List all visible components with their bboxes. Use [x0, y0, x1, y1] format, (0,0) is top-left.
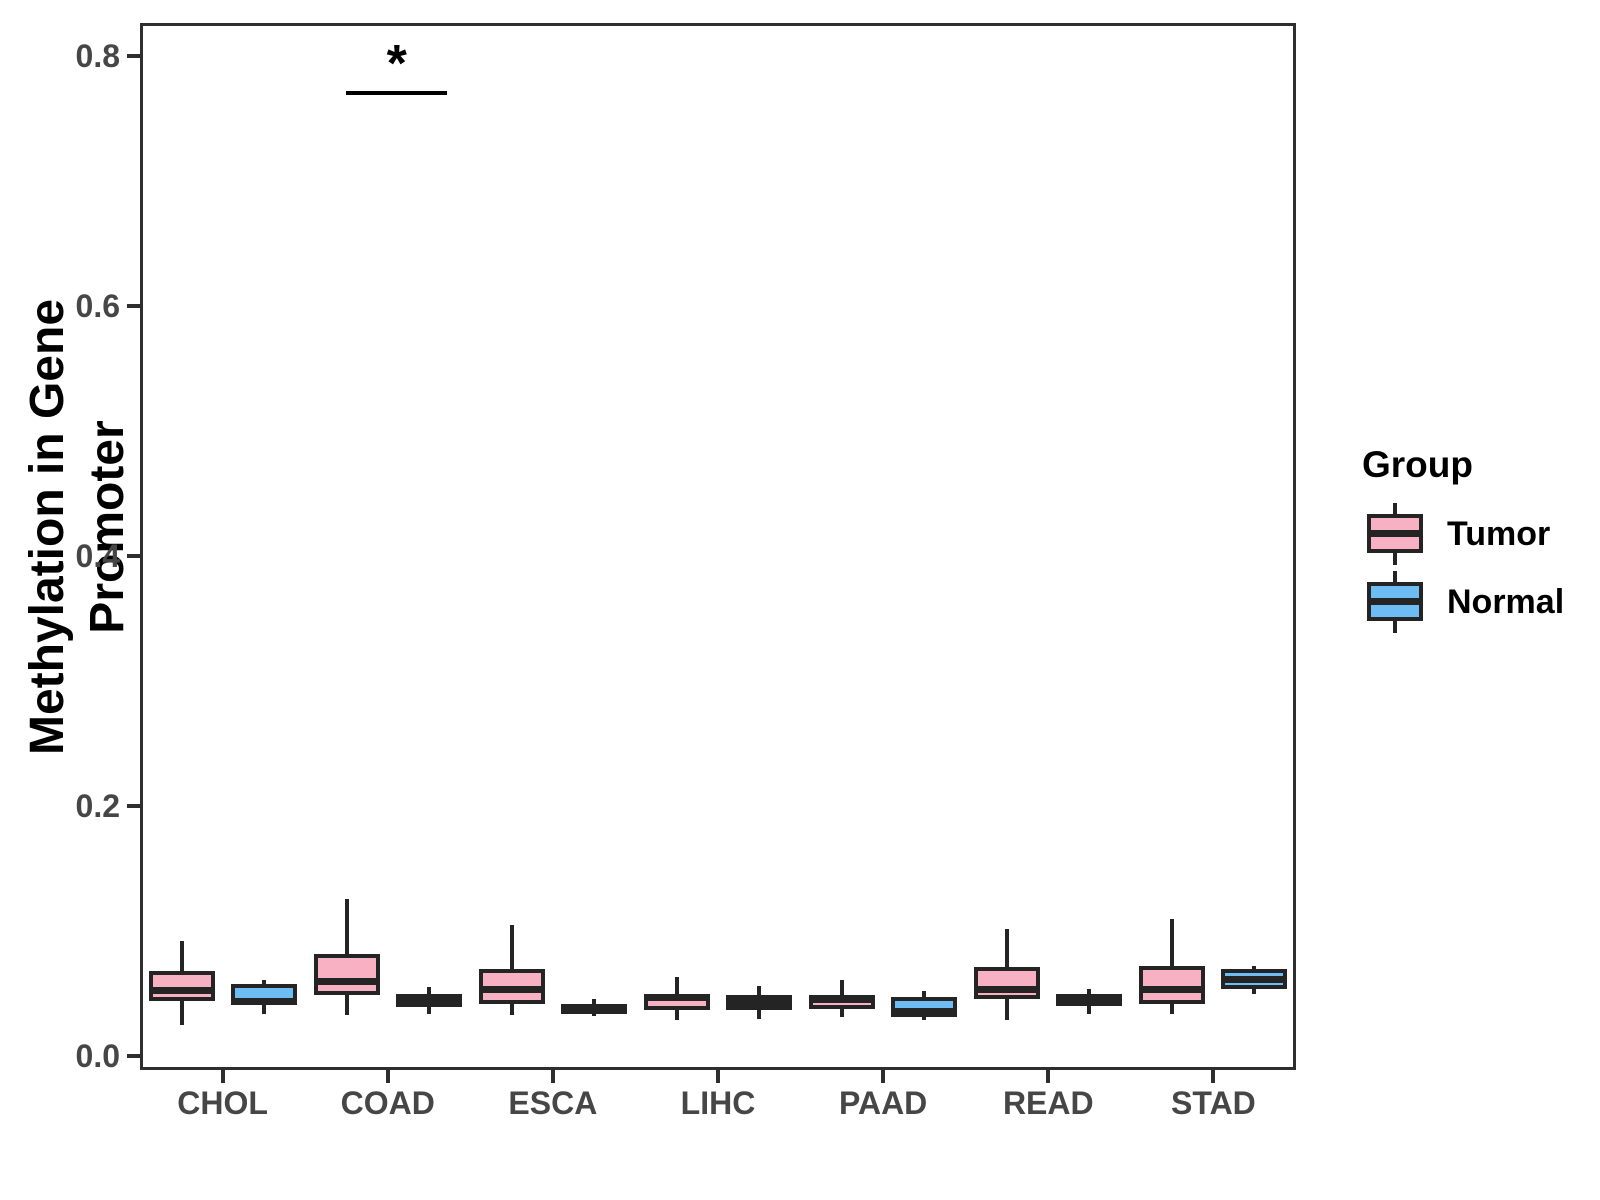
whisker-lower-READ-Tumor [1005, 998, 1010, 1020]
median-line-CHOL-Normal [230, 998, 297, 1005]
whisker-lower-READ-Normal [1087, 1006, 1092, 1014]
median-line-STAD-Tumor [1139, 985, 1206, 993]
y-tick-mark [127, 304, 140, 308]
box-STAD-Tumor [1139, 966, 1206, 1004]
x-tick-mark [1046, 1070, 1051, 1083]
whisker-lower-ESCA-Normal [591, 1013, 596, 1016]
whisker-upper-ESCA-Tumor [509, 924, 514, 969]
y-tick-label: 0.6 [75, 288, 120, 324]
whisker-upper-CHOL-Tumor [179, 941, 184, 971]
whisker-upper-PAAD-Tumor [840, 979, 845, 995]
whisker-lower-CHOL-Tumor [179, 1001, 184, 1025]
whisker-lower-PAAD-Normal [922, 1017, 927, 1020]
whisker-lower-LIHC-Tumor [675, 1009, 679, 1020]
y-tick-label: 0.0 [75, 1038, 120, 1074]
whisker-upper-COAD-Tumor [344, 898, 349, 954]
median-line-STAD-Normal [1221, 975, 1288, 983]
box-COAD-Tumor [313, 953, 380, 995]
legend-key-median-Normal [1369, 598, 1421, 605]
significance-bar-COAD [345, 91, 447, 95]
x-tick-mark [881, 1070, 886, 1083]
median-line-PAAD-Normal [891, 1008, 958, 1015]
whisker-upper-READ-Normal [1087, 988, 1092, 994]
whisker-upper-LIHC-Normal [757, 986, 761, 995]
y-tick-mark [127, 804, 140, 808]
whisker-lower-LIHC-Normal [757, 1009, 761, 1019]
legend-key-median-Tumor [1369, 530, 1421, 537]
significance-star-COAD: * [386, 35, 407, 93]
whisker-lower-COAD-Normal [426, 1007, 431, 1014]
x-tick-label-LIHC: LIHC [680, 1085, 756, 1121]
x-tick-mark [550, 1070, 555, 1083]
median-line-READ-Tumor [974, 985, 1041, 993]
median-line-CHOL-Tumor [148, 986, 215, 994]
y-tick-mark [127, 554, 140, 558]
median-line-READ-Normal [1056, 998, 1123, 1005]
whisker-upper-READ-Tumor [1005, 928, 1010, 968]
x-tick-mark [220, 1070, 225, 1083]
whisker-upper-CHOL-Normal [261, 979, 266, 984]
whisker-upper-LIHC-Tumor [675, 977, 679, 994]
median-line-LIHC-Tumor [644, 994, 710, 1002]
median-line-PAAD-Tumor [809, 995, 876, 1003]
x-tick-label-COAD: COAD [340, 1085, 435, 1121]
x-tick-mark [1211, 1070, 1216, 1083]
plot-panel [140, 23, 1296, 1070]
whisker-upper-STAD-Normal [1252, 966, 1257, 969]
whisker-lower-ESCA-Tumor [509, 1003, 514, 1015]
legend-label-Tumor: Tumor [1447, 515, 1551, 553]
median-line-LIHC-Normal [726, 999, 792, 1007]
x-tick-label-STAD: STAD [1171, 1085, 1256, 1121]
median-line-ESCA-Tumor [478, 985, 545, 993]
x-tick-mark [385, 1070, 390, 1083]
median-line-COAD-Normal [395, 998, 462, 1005]
x-tick-mark [716, 1070, 720, 1083]
median-line-COAD-Tumor [313, 978, 380, 985]
whisker-upper-ESCA-Normal [591, 998, 596, 1004]
whisker-lower-PAAD-Tumor [840, 1008, 845, 1018]
x-tick-label-ESCA: ESCA [508, 1085, 598, 1121]
x-tick-label-READ: READ [1002, 1085, 1094, 1121]
legend-label-Normal: Normal [1447, 583, 1565, 621]
y-tick-label: 0.2 [75, 788, 120, 824]
whisker-upper-STAD-Tumor [1170, 918, 1175, 966]
x-tick-label-CHOL: CHOL [177, 1085, 268, 1121]
box-CHOL-Tumor [148, 971, 215, 1001]
whisker-upper-PAAD-Normal [922, 991, 927, 998]
y-tick-label: 0.4 [75, 538, 120, 574]
whisker-lower-CHOL-Normal [261, 1004, 266, 1014]
box-READ-Tumor [974, 967, 1041, 999]
whisker-lower-STAD-Normal [1252, 988, 1257, 994]
y-tick-mark [127, 54, 140, 58]
y-tick-label: 0.8 [75, 38, 120, 74]
whisker-lower-COAD-Tumor [344, 994, 349, 1015]
legend-title: Group [1362, 444, 1473, 485]
x-tick-label-PAAD: PAAD [838, 1085, 928, 1121]
y-tick-mark [127, 1054, 140, 1058]
whisker-lower-STAD-Tumor [1170, 1003, 1175, 1014]
median-line-ESCA-Normal [560, 1005, 627, 1013]
whisker-upper-COAD-Normal [426, 987, 431, 994]
